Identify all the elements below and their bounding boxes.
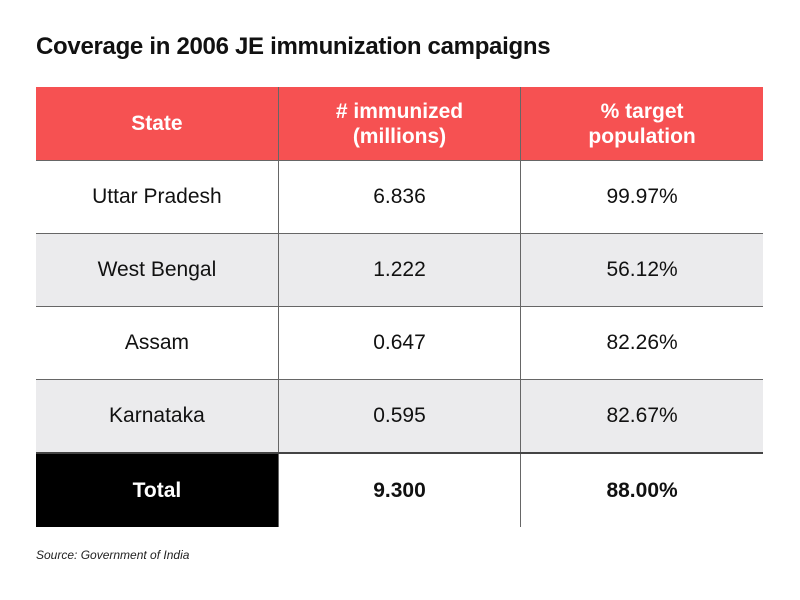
total-cell-immunized: 9.300 — [277, 452, 521, 527]
cell-state: Assam — [36, 306, 279, 380]
cell-immunized: 0.647 — [277, 306, 521, 380]
cell-immunized: 1.222 — [277, 233, 521, 307]
cell-target: 99.97% — [520, 160, 763, 234]
chart-title: Coverage in 2006 JE immunization campaig… — [36, 33, 551, 60]
total-row: Total 9.300 88.00% — [36, 452, 763, 527]
table-row: Karnataka 0.595 82.67% — [36, 379, 763, 453]
cell-target: 82.26% — [520, 306, 763, 380]
cell-target: 82.67% — [520, 379, 763, 453]
header-immunized: # immunized (millions) — [277, 87, 521, 161]
cell-target: 56.12% — [520, 233, 763, 307]
header-row: State # immunized (millions) % target popu… — [36, 87, 763, 161]
cell-immunized: 0.595 — [277, 379, 521, 453]
cell-state: Uttar Pradesh — [36, 160, 279, 234]
header-state: State — [36, 87, 279, 161]
cell-state: West Bengal — [36, 233, 279, 307]
source-note: Source: Government of India — [36, 548, 190, 562]
table-row: West Bengal 1.222 56.12% — [36, 233, 763, 307]
header-target: % target population — [520, 87, 763, 161]
cell-immunized: 6.836 — [277, 160, 521, 234]
total-cell-target: 88.00% — [520, 452, 763, 527]
coverage-table: State # immunized (millions) % target popu… — [36, 87, 763, 527]
cell-state: Karnataka — [36, 379, 279, 453]
total-cell-state: Total — [36, 452, 279, 527]
table-row: Assam 0.647 82.26% — [36, 306, 763, 380]
table-row: Uttar Pradesh 6.836 99.97% — [36, 160, 763, 234]
